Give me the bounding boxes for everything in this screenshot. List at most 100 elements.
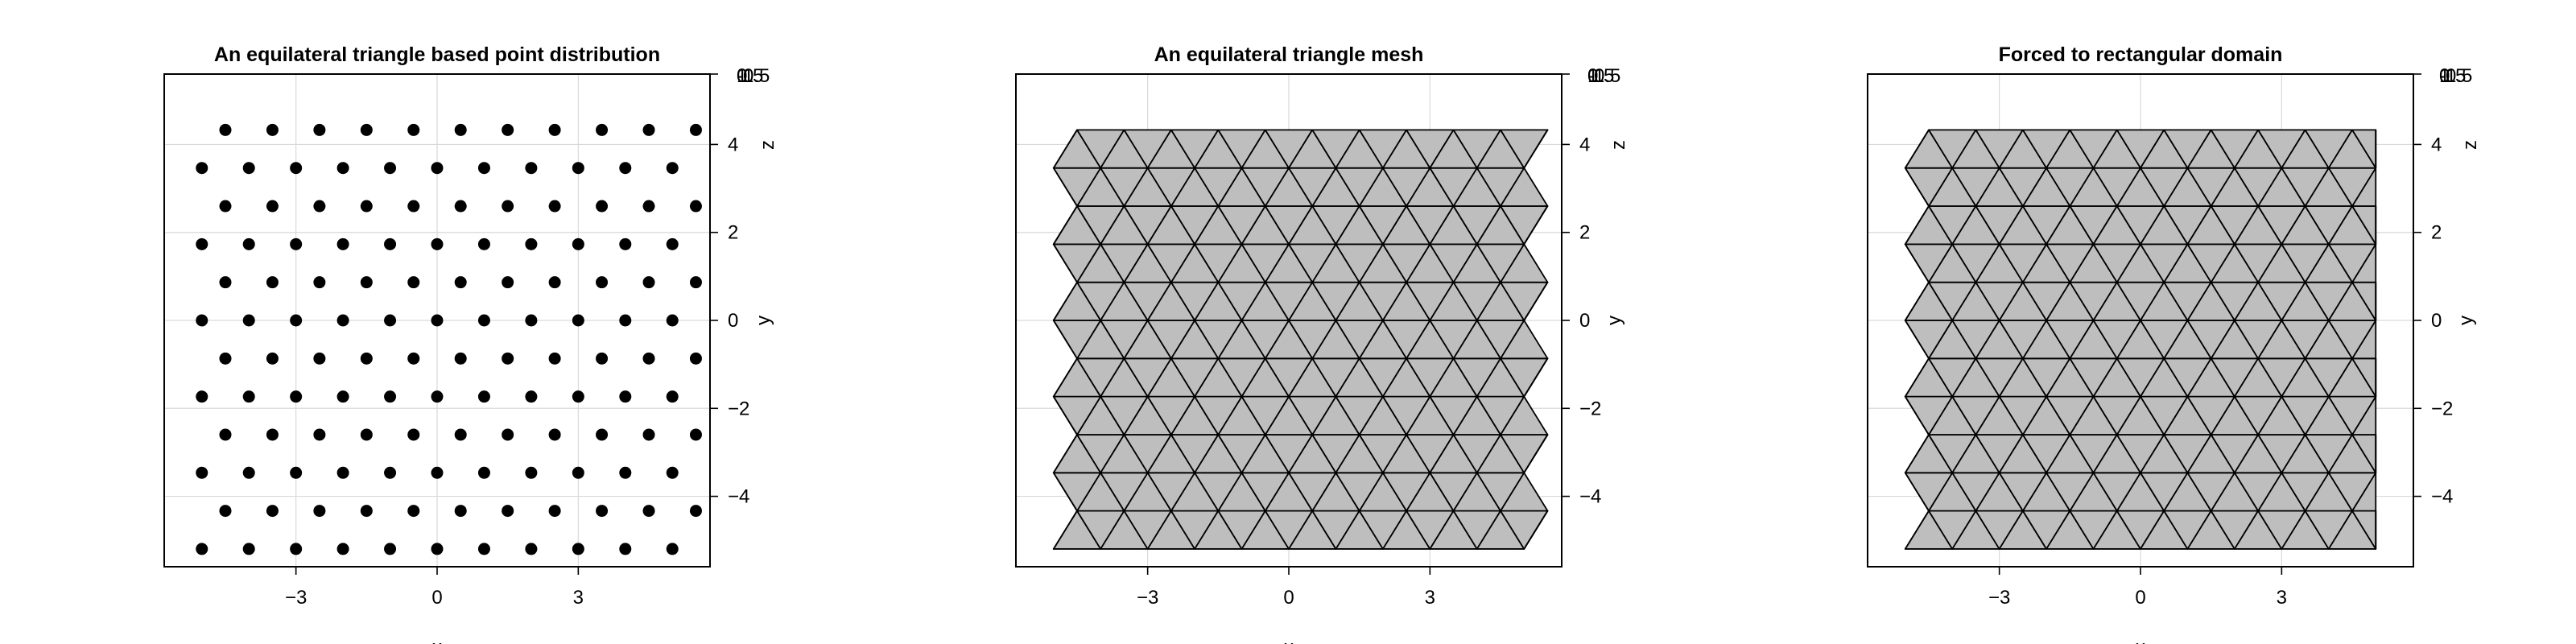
data-point <box>431 162 444 175</box>
data-point <box>196 390 208 403</box>
data-point <box>454 200 467 213</box>
data-point <box>477 390 490 403</box>
data-point <box>619 466 632 479</box>
data-point <box>219 428 232 441</box>
z-tick-label: 0.5 <box>737 65 763 87</box>
panel-title: An equilateral triangle mesh <box>1154 43 1424 66</box>
data-point <box>525 314 538 327</box>
data-point <box>619 237 632 250</box>
data-point <box>196 466 208 479</box>
data-point <box>502 200 514 213</box>
z-tick-label: 0 <box>2439 65 2450 87</box>
data-point <box>525 237 538 250</box>
data-point <box>525 543 538 555</box>
y-tick-label: −2 <box>2431 398 2453 419</box>
y-tick-label: 4 <box>1579 134 1590 155</box>
z-tick-label: 1 <box>1587 65 1598 87</box>
data-point <box>431 314 444 327</box>
z-tick-label: -1 <box>2439 65 2456 87</box>
mesh-triangle <box>1523 281 1549 321</box>
data-point <box>477 543 490 555</box>
data-point <box>619 390 632 403</box>
mesh-triangle <box>1523 205 1549 246</box>
data-point <box>454 352 467 365</box>
data-point <box>360 352 373 365</box>
data-point <box>407 428 420 441</box>
data-point <box>336 237 349 250</box>
z-tick-label: 0 <box>737 65 747 87</box>
data-point <box>384 466 397 479</box>
mesh-triangle <box>1052 129 1078 169</box>
x-axis-label: x <box>1284 637 1294 644</box>
z-tick-label: -0.5 <box>737 65 770 87</box>
x-axis-label: x <box>2136 637 2145 644</box>
data-point <box>313 428 326 441</box>
data-point <box>407 200 420 213</box>
y-tick-label: 2 <box>2431 222 2442 244</box>
data-point <box>454 428 467 441</box>
data-point <box>666 543 679 555</box>
data-point <box>384 162 397 175</box>
z-tick-label: 1 <box>2439 65 2450 87</box>
y-tick-label: 0 <box>2431 310 2442 332</box>
data-point <box>431 466 444 479</box>
data-point <box>666 314 679 327</box>
z-tick-labels: 1 0.5 0 -0.5 -1 <box>2439 65 2472 87</box>
data-point <box>572 466 584 479</box>
x-tick-label: −3 <box>1988 587 2010 609</box>
data-point <box>502 123 514 136</box>
data-point <box>619 543 632 555</box>
data-point <box>548 505 561 518</box>
data-point <box>290 390 303 403</box>
data-point <box>407 352 420 365</box>
data-point <box>596 505 609 518</box>
data-point <box>666 466 679 479</box>
data-point <box>360 428 373 441</box>
data-point <box>196 162 208 175</box>
data-point <box>360 123 373 136</box>
data-point <box>196 314 208 327</box>
data-point <box>502 505 514 518</box>
panel-title: An equilateral triangle based point dist… <box>214 43 660 66</box>
y-tick-label: 0 <box>1579 310 1590 332</box>
data-point <box>525 162 538 175</box>
data-point <box>477 237 490 250</box>
data-point <box>196 237 208 250</box>
data-point <box>336 390 349 403</box>
data-point <box>477 162 490 175</box>
data-point <box>619 314 632 327</box>
x-tick-label: 0 <box>2135 587 2145 609</box>
z-tick-label: 1 <box>737 65 747 87</box>
data-point <box>219 123 232 136</box>
y-axis-label: y <box>2455 316 2477 325</box>
panel-rectangular-mesh: Forced to rectangular domain x y z 1 0.5… <box>1867 43 2481 644</box>
data-point <box>689 123 702 136</box>
data-point <box>572 162 584 175</box>
data-point <box>219 352 232 365</box>
x-tick-label: 0 <box>431 587 442 609</box>
data-point <box>666 390 679 403</box>
z-tick-labels: 1 0.5 0 -0.5 -1 <box>1587 65 1620 87</box>
data-point <box>266 276 279 289</box>
data-point <box>407 505 420 518</box>
data-point <box>666 237 679 250</box>
data-point <box>266 428 279 441</box>
data-point <box>290 466 303 479</box>
z-tick-label: 0 <box>1587 65 1598 87</box>
data-point <box>219 276 232 289</box>
data-point <box>431 390 444 403</box>
data-point <box>242 466 255 479</box>
data-point <box>596 276 609 289</box>
data-point <box>266 352 279 365</box>
y-tick-label: 4 <box>728 134 738 155</box>
y-tick-label: −4 <box>1579 486 1601 508</box>
z-tick-label: -1 <box>737 65 753 87</box>
data-point <box>572 237 584 250</box>
data-point <box>642 123 655 136</box>
data-point <box>336 466 349 479</box>
data-point <box>572 390 584 403</box>
data-point <box>454 123 467 136</box>
data-point <box>596 352 609 365</box>
data-point <box>596 428 609 441</box>
